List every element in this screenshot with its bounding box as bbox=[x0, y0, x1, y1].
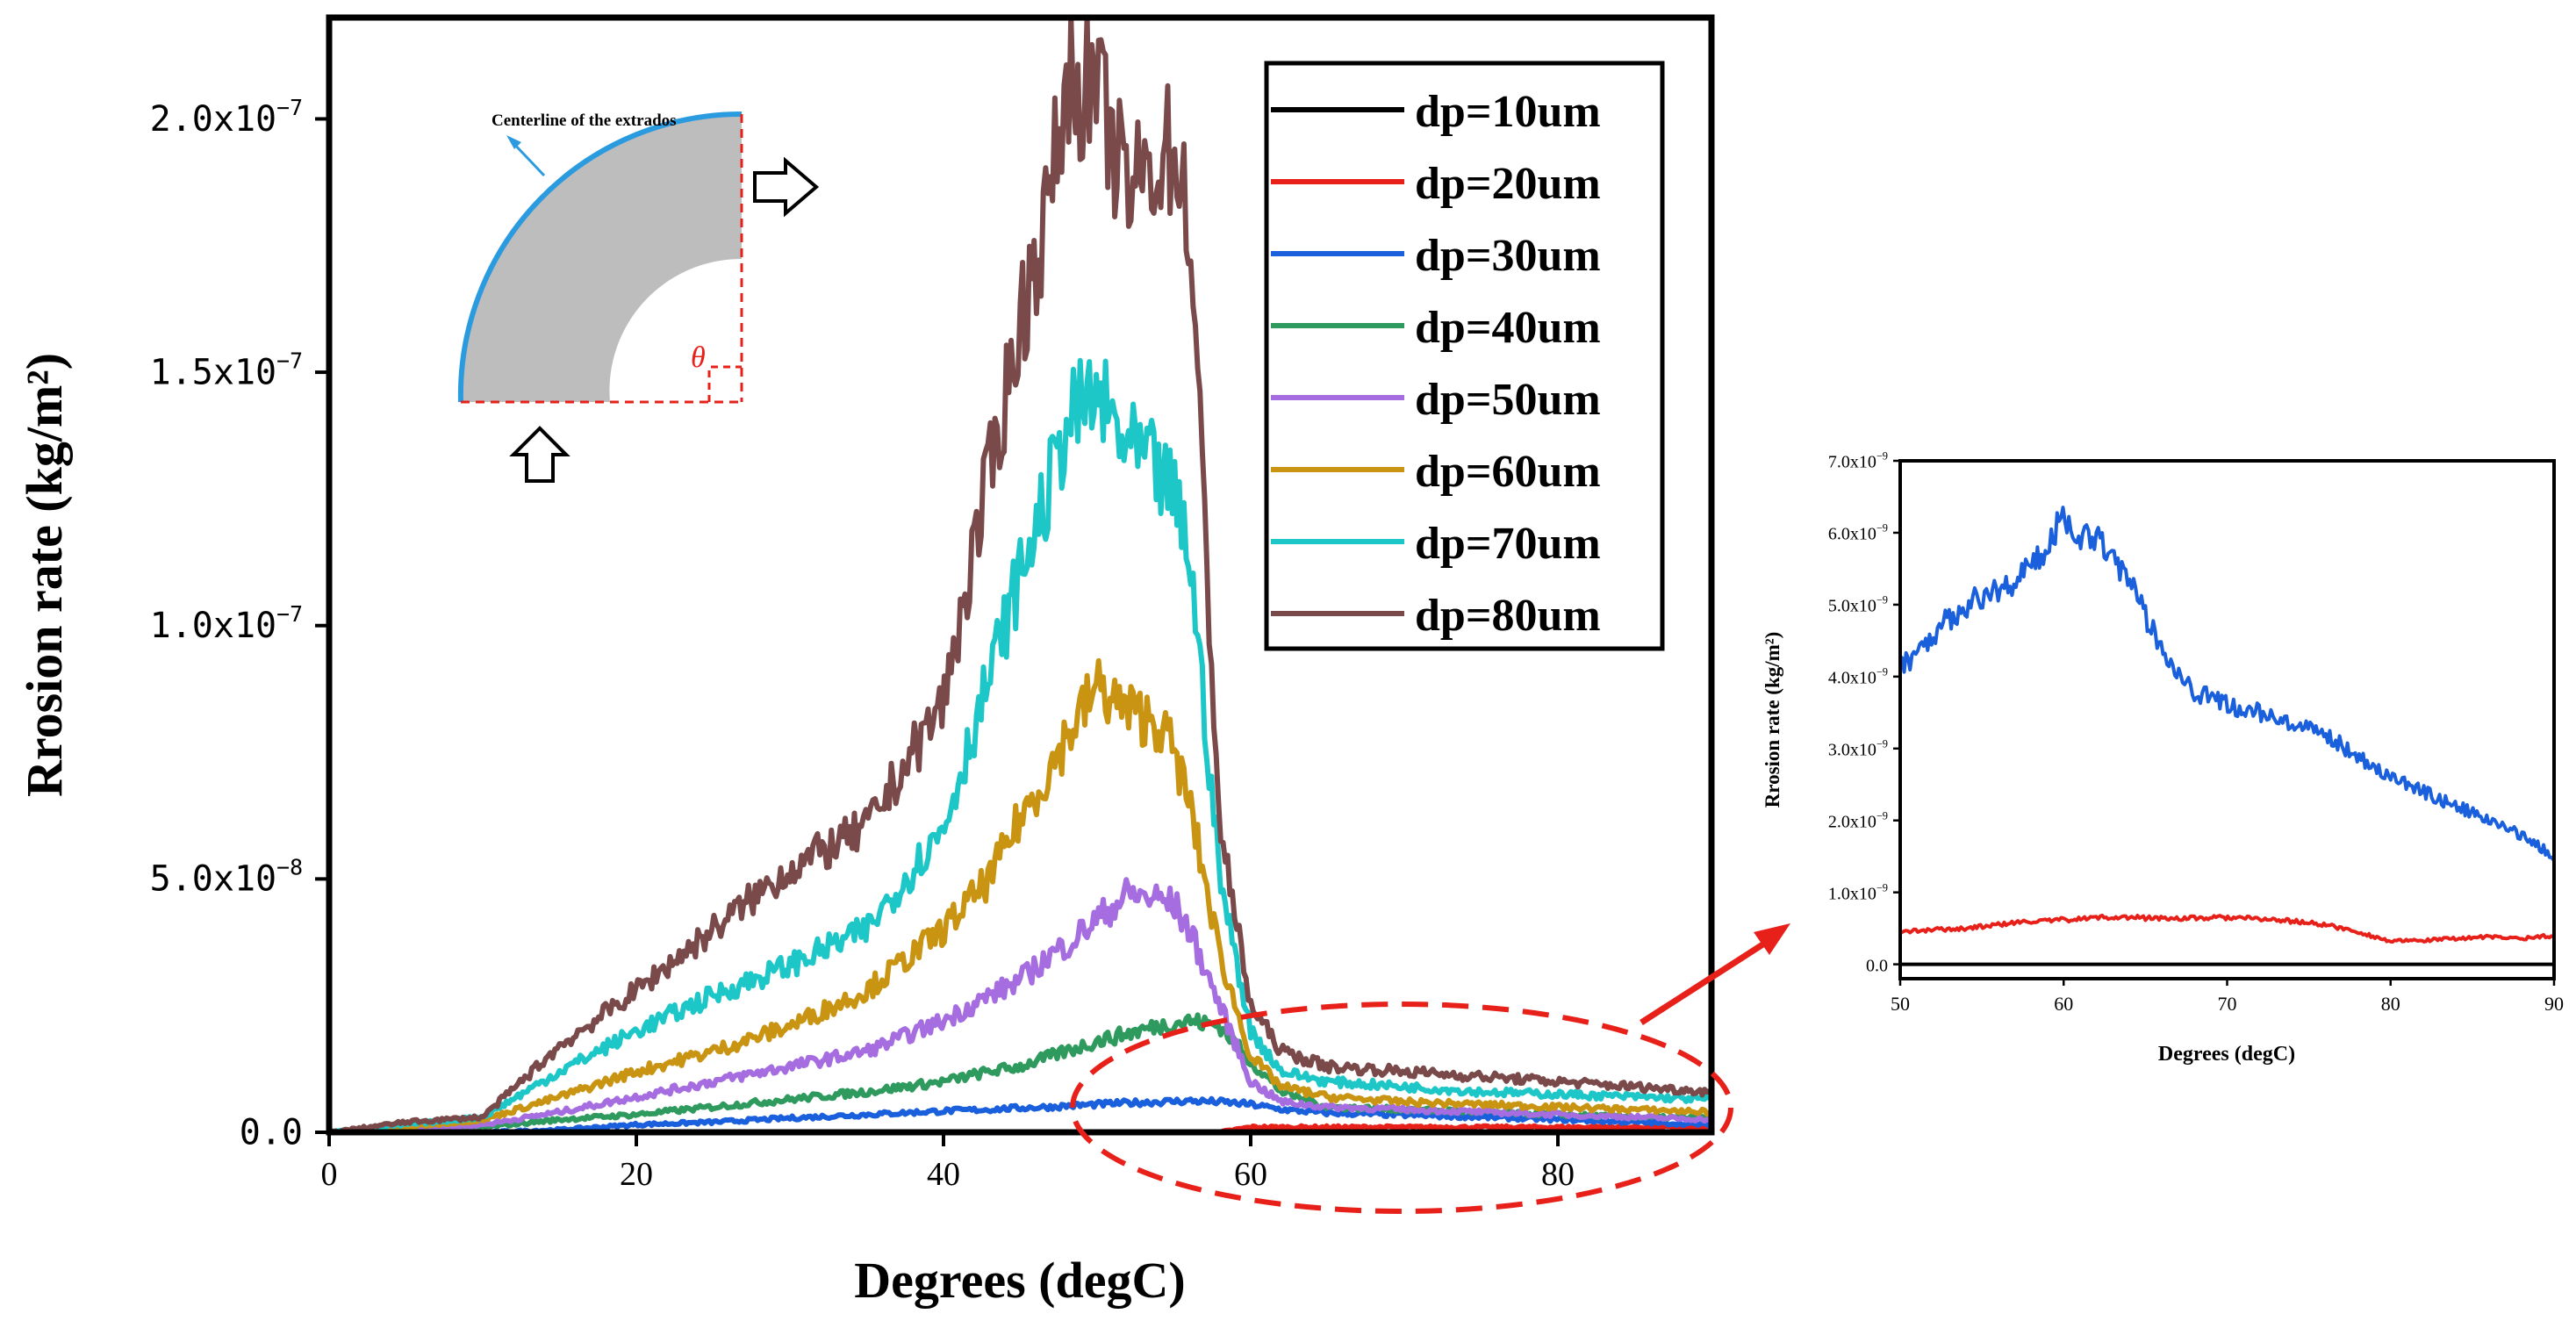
centerline-label: Centerline of the extrados bbox=[492, 111, 677, 130]
zoom-pointer-arrowhead bbox=[1754, 923, 1790, 955]
main-y-tick-label: 0.0 bbox=[240, 1112, 303, 1152]
inset-y-tick-label: 6.0x10−9 bbox=[1828, 522, 1888, 544]
inset-y-tick-label: 4.0x10−9 bbox=[1828, 666, 1888, 688]
main-series-dp-80um bbox=[329, 18, 1711, 1132]
legend-label-dp-30um: dp=30um bbox=[1415, 231, 1601, 281]
inset-y-tick-label: 3.0x10−9 bbox=[1828, 737, 1888, 759]
pipe-bend-shape bbox=[460, 114, 742, 402]
main-x-tick-label: 40 bbox=[927, 1156, 960, 1193]
inset-y-tick-label: 0.0 bbox=[1866, 956, 1888, 975]
inset-y-ticks: 0.0 1.0x10−9 2.0x10−9 3.0x10−9 4.0x10−9 5.0x1… bbox=[1828, 450, 1900, 975]
zoom-pointer-line bbox=[1640, 941, 1766, 1025]
main-y-tick-label: 1.5x10−7 bbox=[150, 348, 303, 392]
inset-y-tick-label: 7.0x10−9 bbox=[1828, 450, 1888, 472]
main-y-ticks: 0.0 5.0x10−8 1.0x10−7 1.5x10−7 2.0x10−7 bbox=[150, 95, 329, 1152]
legend-label-dp-40um: dp=40um bbox=[1415, 303, 1601, 353]
outflow-arrow-icon bbox=[753, 156, 820, 218]
main-chart: 0 20 40 60 80 0.0 5.0x10−8 1.0x10−7 1.5x10−7 2.0… bbox=[16, 14, 1790, 1309]
inset-x-tick-label: 70 bbox=[2218, 993, 2237, 1015]
legend-label-dp-50um: dp=50um bbox=[1415, 375, 1601, 425]
main-x-tick-label: 0 bbox=[321, 1156, 338, 1193]
zoom-inset-chart: 50 60 70 80 90 0.0 1.0x10−9 2.0x10−9 3.0x10−9 4.… bbox=[1762, 450, 2564, 1066]
inset-x-tick-label: 50 bbox=[1891, 993, 1910, 1015]
legend-label-dp-60um: dp=60um bbox=[1415, 447, 1601, 497]
main-x-ticks: 0 20 40 60 80 bbox=[321, 1132, 1575, 1193]
legend-label-dp-80um: dp=80um bbox=[1415, 591, 1601, 641]
inset-x-ticks: 50 60 70 80 90 bbox=[1891, 979, 2564, 1015]
inset-x-tick-label: 90 bbox=[2544, 993, 2564, 1015]
inset-y-axis-label: Rrosion rate (kg/m²) bbox=[1762, 632, 1783, 808]
main-series-group bbox=[329, 18, 1711, 1132]
legend-label-dp-70um: dp=70um bbox=[1415, 519, 1601, 569]
extrados-centerline bbox=[457, 111, 743, 403]
inset-x-tick-label: 60 bbox=[2054, 993, 2073, 1015]
extrados-inset-diagram: θ Centerline of the extrados bbox=[448, 48, 820, 487]
inset-y-tick-label: 2.0x10−9 bbox=[1828, 809, 1888, 831]
legend-box bbox=[1264, 61, 1665, 651]
main-y-tick-label: 2.0x10−7 bbox=[150, 95, 303, 140]
main-x-axis-label: Degrees (degC) bbox=[854, 1252, 1185, 1309]
main-y-tick-label: 5.0x10−8 bbox=[150, 855, 303, 900]
main-y-tick-label: 1.0x10−7 bbox=[150, 601, 303, 646]
legend-label-dp-10um: dp=10um bbox=[1415, 87, 1601, 137]
main-plot-frame bbox=[326, 14, 1715, 1136]
inset-series-group bbox=[1900, 506, 2554, 966]
theta-symbol: θ bbox=[691, 341, 706, 374]
main-series-dp-50um bbox=[329, 877, 1711, 1132]
main-series-dp-20um bbox=[329, 1123, 1711, 1132]
inset-series-dp-20um bbox=[1900, 913, 2554, 944]
main-series-dp-70um bbox=[329, 357, 1711, 1132]
inset-series-dp-30um bbox=[1900, 506, 2554, 861]
main-x-tick-label: 60 bbox=[1234, 1156, 1267, 1193]
inset-x-axis-label: Degrees (degC) bbox=[2158, 1043, 2295, 1066]
inset-y-tick-label: 1.0x10−9 bbox=[1828, 881, 1888, 903]
inset-plot-frame bbox=[1898, 459, 2556, 980]
inset-x-tick-label: 80 bbox=[2381, 993, 2400, 1015]
inflow-arrow-icon bbox=[509, 426, 570, 483]
main-x-tick-label: 20 bbox=[620, 1156, 653, 1193]
main-series-dp-60um bbox=[329, 657, 1711, 1132]
main-series-dp-30um bbox=[329, 1095, 1711, 1132]
main-y-axis-label: Rrosion rate (kg/m²) bbox=[16, 353, 73, 797]
legend: dp=10um dp=20um dp=30um dp=40um dp=50um dp=60… bbox=[1264, 61, 1665, 651]
inset-y-tick-label: 5.0x10−9 bbox=[1828, 594, 1888, 616]
zoom-region-ellipse bbox=[1070, 1002, 1733, 1214]
main-x-tick-label: 80 bbox=[1541, 1156, 1575, 1193]
pointer-arrowhead bbox=[506, 135, 521, 149]
legend-label-dp-20um: dp=20um bbox=[1415, 159, 1601, 209]
